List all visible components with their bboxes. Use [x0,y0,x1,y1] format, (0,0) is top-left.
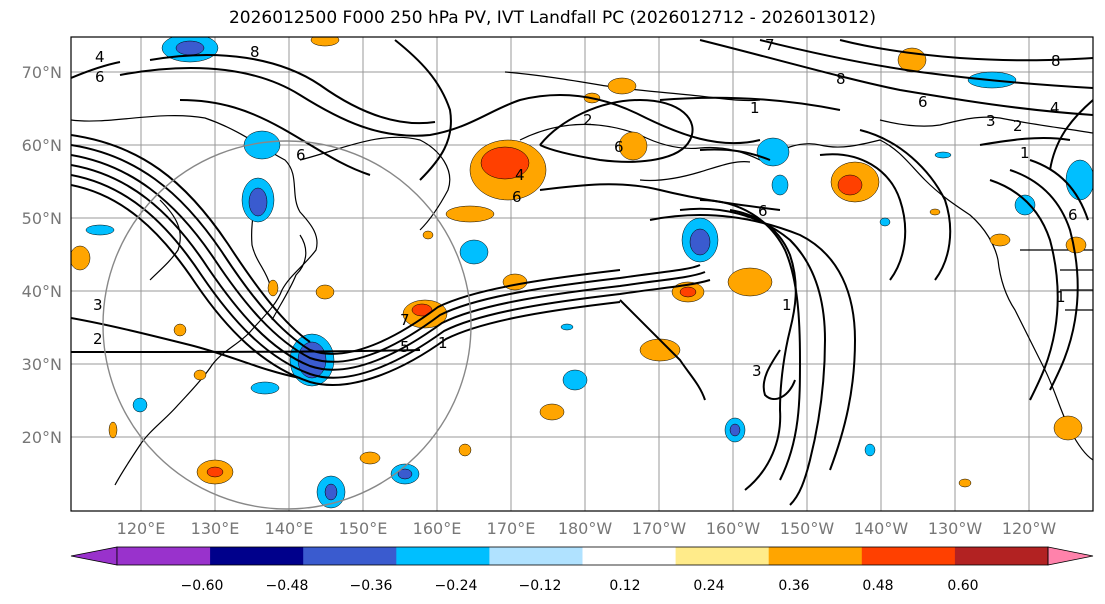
contour-label-7b: 7 [400,311,410,329]
lon-label: 160°W [706,519,761,538]
contour-label-6: 6 [95,68,105,86]
contour-label-4: 4 [95,48,105,66]
colorbar-tick: −0.48 [266,578,309,594]
colorbar-segment [396,547,490,565]
contour-label-6e: 6 [758,202,768,220]
contour-label-2: 2 [93,330,103,348]
contour-label-2c: 2 [1013,117,1023,135]
coastlines [71,71,1093,486]
contour-label-4b: 4 [515,166,525,184]
contour-label-6b: 6 [296,146,306,164]
lon-label: 180°W [558,519,613,538]
colorbar-extend-min [70,546,118,566]
pv-anomaly-shading [71,37,1093,509]
lon-label: 170°W [632,519,687,538]
contour-label-1: 1 [750,99,760,117]
lon-label: 130°W [928,519,983,538]
colorbar-segment [861,547,956,565]
lon-label: 160°E [413,519,462,538]
contour-label-8b: 8 [836,70,846,88]
colorbar-tick: −0.60 [181,578,224,594]
contour-label-3c: 3 [752,362,762,380]
lon-label: 140°W [854,519,909,538]
colorbar-tick: 0.12 [609,578,640,594]
contour-label-2b: 2 [583,111,593,129]
colorbar-outline [116,546,1049,566]
lat-label: 40°N [22,282,62,301]
contour-label-3b: 3 [986,112,996,130]
contour-labels: 6 4 2 3 8 1 7 8 6 4 6 6 2 6 1 3 2 4 6 8 … [93,36,1078,380]
contour-label-4c: 4 [1050,99,1060,117]
lon-label: 120°E [117,519,166,538]
colorbar-segment [117,547,211,565]
contour-label-1e: 1 [1056,288,1066,306]
lon-label: 120°W [1002,519,1057,538]
lon-label: 150°W [780,519,835,538]
graticule [71,37,1093,511]
contour-label-1c: 1 [438,334,448,352]
contour-label-6g: 6 [1068,206,1078,224]
contour-label-7: 7 [765,36,775,54]
colorbar-segment [675,547,770,565]
lat-label: 70°N [22,63,62,82]
contour-label-6d: 6 [614,138,624,156]
contour-label-1b: 1 [1020,144,1030,162]
colorbar [70,546,1094,566]
colorbar-tick: 0.60 [947,578,978,594]
ivt-contours [71,39,1093,506]
colorbar-segment [582,547,677,565]
lat-label: 50°N [22,209,62,228]
lat-label: 60°N [22,136,62,155]
colorbar-tick: 0.48 [862,578,893,594]
contour-label-5: 5 [400,338,410,356]
colorbar-tick: −0.36 [350,578,393,594]
colorbar-extend-max [1047,546,1094,566]
latitude-labels: 70°N 60°N 50°N 40°N 30°N 20°N [22,63,62,447]
colorbar-tick-labels: −0.60 −0.48 −0.36 −0.24 −0.12 0.12 0.24 … [181,578,979,594]
longitude-labels: 120°E 130°E 140°E 150°E 160°E 170°E 180°… [117,519,1057,538]
colorbar-tick: 0.36 [778,578,809,594]
colorbar-segment [210,547,304,565]
contour-label-3: 3 [93,296,103,314]
lon-label: 170°E [487,519,536,538]
colorbar-segment [303,547,397,565]
lat-label: 30°N [22,355,62,374]
lon-label: 130°E [191,519,240,538]
colorbar-tick: −0.12 [519,578,562,594]
contour-label-8c: 8 [1051,52,1061,70]
map-title: 2026012500 F000 250 hPa PV, IVT Landfall… [228,8,876,28]
contour-label-1d: 1 [782,296,792,314]
landfall-radius-circle [102,140,472,510]
contour-label-6f: 6 [918,93,928,111]
lon-label: 150°E [339,519,388,538]
map-frame [70,36,1094,512]
colorbar-segment [954,547,1049,565]
colorbar-tick: −0.24 [435,578,478,594]
lon-label: 140°E [265,519,314,538]
contour-label-8: 8 [250,43,260,61]
colorbar-segment [768,547,863,565]
lat-label: 20°N [22,428,62,447]
contour-label-6c: 6 [512,188,522,206]
colorbar-tick: 0.24 [693,578,724,594]
colorbar-segment [489,547,583,565]
